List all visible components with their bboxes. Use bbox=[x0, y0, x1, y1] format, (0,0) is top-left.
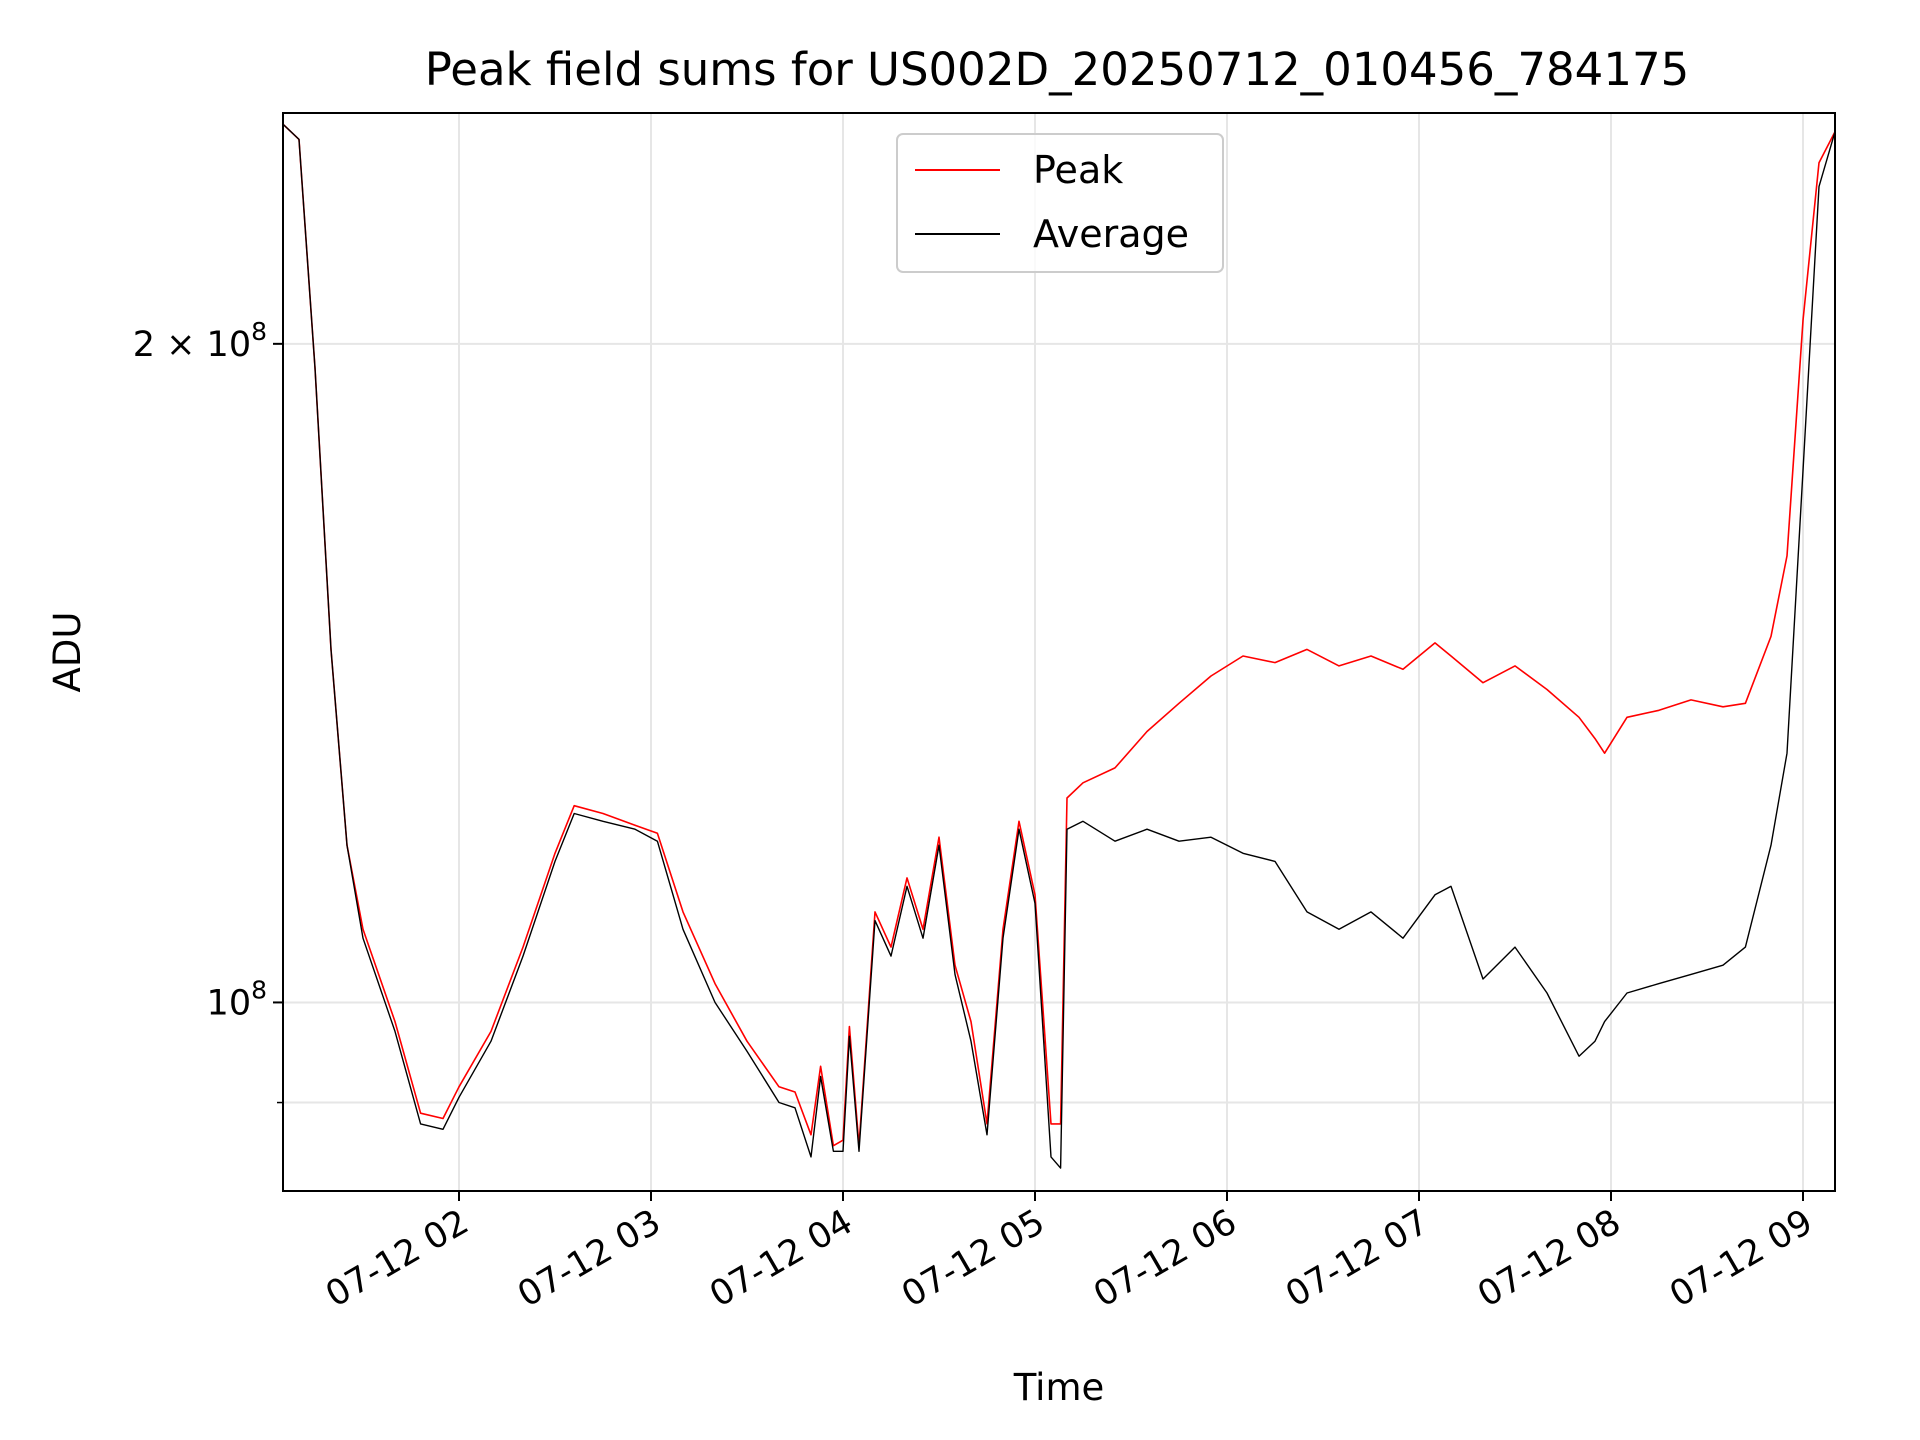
y-axis-label: ADU bbox=[46, 612, 89, 693]
grid bbox=[283, 113, 1835, 1191]
y-tick-label: 2 × 108 bbox=[133, 317, 267, 365]
plot-area: 07-12 02 07-12 03 07-12 04 07-12 05 07-12 06… bbox=[133, 112, 1836, 1315]
y-tick-label: 108 bbox=[207, 975, 267, 1023]
y-axis-ticks: 108 2 × 108 bbox=[133, 317, 283, 1104]
plot-background bbox=[283, 113, 1835, 1191]
legend-box bbox=[896, 133, 1224, 273]
legend-label-average: Average bbox=[1033, 212, 1189, 256]
legend-label-peak: Peak bbox=[1033, 148, 1123, 192]
series-line-peak bbox=[282, 123, 1836, 1147]
series-layer bbox=[282, 123, 1836, 1169]
chart-title: Peak field sums for US002D_20250712_0104… bbox=[425, 43, 1689, 96]
series-line-average bbox=[282, 123, 1836, 1169]
legend: Peak Average bbox=[896, 133, 1224, 273]
plot-frame bbox=[282, 112, 1836, 1192]
x-axis-label: Time bbox=[1013, 1366, 1105, 1409]
